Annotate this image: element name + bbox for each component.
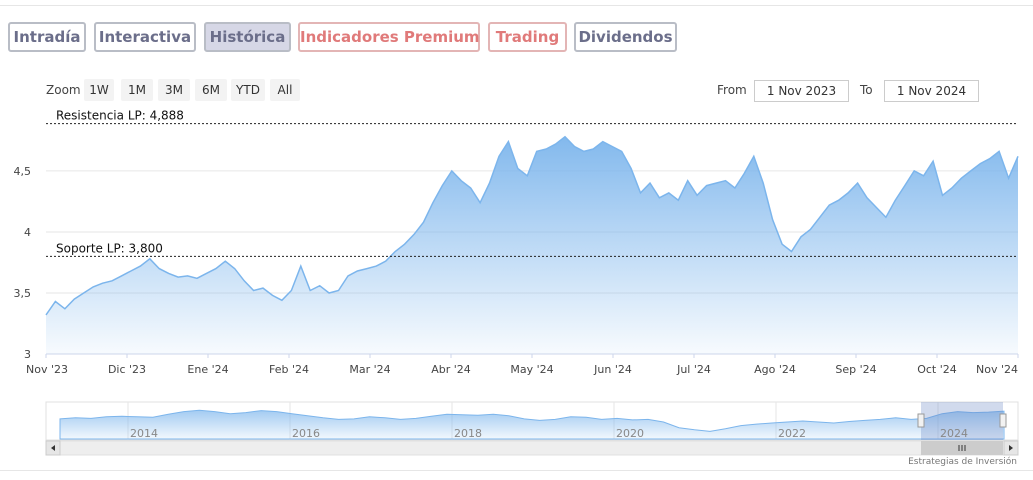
y-tick-label: 4	[24, 226, 31, 239]
tab-intradia[interactable]: Intradía	[8, 22, 86, 52]
navigator-tick-label: 2022	[778, 427, 806, 440]
plot-line-label: Resistencia LP: 4,888	[56, 109, 184, 123]
bottom-divider	[0, 470, 1033, 471]
zoom-label: Zoom	[46, 83, 81, 97]
zoom-3m-button[interactable]: 3M	[158, 79, 190, 101]
scrollbar-track[interactable]	[45, 440, 1019, 456]
scrollbar-grip-icon	[958, 445, 966, 451]
plot-line-label: Soporte LP: 3,800	[56, 241, 163, 255]
from-date-input[interactable]: 1 Nov 2023	[754, 80, 849, 102]
x-tick-label: May '24	[510, 363, 553, 376]
scrollbar[interactable]	[45, 440, 1019, 456]
arrow-left-icon	[51, 445, 55, 451]
x-tick-label: Mar '24	[349, 363, 390, 376]
navigator[interactable]: 2014 2016 2018 2020 2022 2024	[45, 401, 1019, 441]
navigator-tick-label: 2024	[940, 427, 968, 440]
x-tick-label: Oct '24	[917, 363, 957, 376]
to-date-input[interactable]: 1 Nov 2024	[884, 80, 979, 102]
zoom-1w-button[interactable]: 1W	[84, 79, 114, 101]
navigator-selection[interactable]	[921, 402, 1003, 440]
x-tick-label: Ago '24	[754, 363, 796, 376]
navigator-area	[59, 409, 1005, 440]
from-label: From	[717, 83, 747, 97]
tab-indicadores-premium[interactable]: Indicadores Premium	[298, 22, 480, 52]
tab-historica[interactable]: Histórica	[204, 22, 291, 52]
x-tick-label: Jul '24	[676, 363, 711, 376]
y-tick-label: 3	[24, 348, 31, 361]
price-line	[45, 135, 1019, 316]
navigator-tick-label: 2018	[454, 427, 482, 440]
tab-dividendos[interactable]: Dividendos	[574, 22, 677, 52]
x-tick-label: Dic '23	[108, 363, 146, 376]
price-area	[46, 136, 1018, 354]
arrow-right-icon	[1009, 445, 1013, 451]
zoom-all-button[interactable]: All	[270, 79, 300, 101]
y-tick-label: 3,5	[14, 287, 32, 300]
zoom-ytd-button[interactable]: YTD	[231, 79, 265, 101]
navigator-tick-label: 2020	[616, 427, 644, 440]
x-tick-label: Ene '24	[187, 363, 228, 376]
zoom-6m-button[interactable]: 6M	[195, 79, 227, 101]
x-tick-label: Sep '24	[835, 363, 876, 376]
to-label: To	[860, 83, 873, 97]
chart-credit: Estrategias de Inversión	[908, 457, 1017, 467]
navigator-handle-right[interactable]	[999, 413, 1007, 428]
x-tick-label: Nov '23	[26, 363, 68, 376]
tab-interactiva[interactable]: Interactiva	[94, 22, 196, 52]
tab-trading[interactable]: Trading	[488, 22, 567, 52]
x-tick-label: Jun '24	[593, 363, 632, 376]
x-tick-label: Feb '24	[269, 363, 309, 376]
zoom-1m-button[interactable]: 1M	[121, 79, 153, 101]
y-tick-label: 4,5	[14, 165, 32, 178]
navigator-tick-label: 2016	[292, 427, 320, 440]
x-tick-label: Nov '24	[976, 363, 1018, 376]
navigator-tick-label: 2014	[130, 427, 158, 440]
x-tick-label: Abr '24	[431, 363, 471, 376]
top-divider	[0, 5, 1033, 6]
navigator-handle-left[interactable]	[917, 413, 925, 428]
